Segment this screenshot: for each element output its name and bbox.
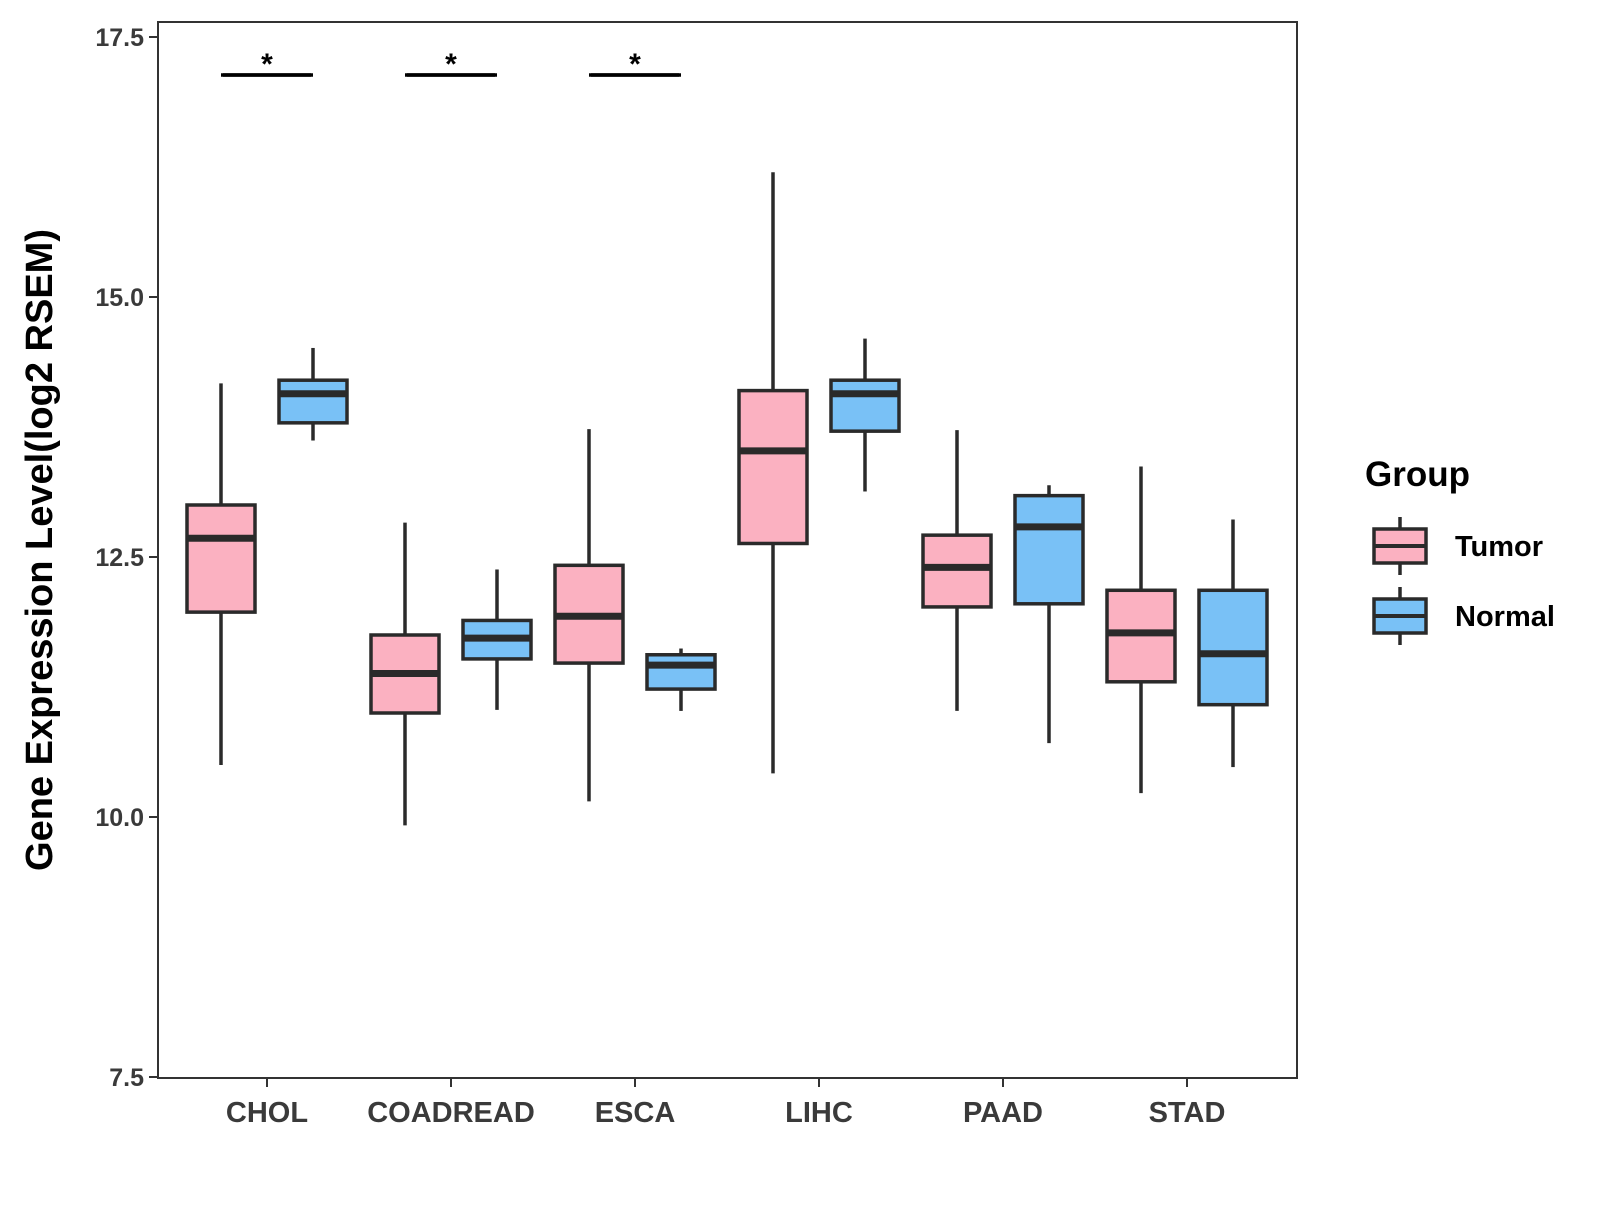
legend-label-normal: Normal xyxy=(1455,601,1555,633)
significance-star-chol: * xyxy=(261,48,273,81)
y-tick-label: 7.5 xyxy=(109,1064,144,1092)
y-tick-label: 12.5 xyxy=(95,544,144,572)
y-tick-label: 10.0 xyxy=(95,804,144,832)
x-tick-label-lihc: LIHC xyxy=(785,1097,853,1129)
y-tick-label: 15.0 xyxy=(95,284,144,312)
x-tick-label-esca: ESCA xyxy=(595,1097,676,1129)
box-normal-paad xyxy=(1013,485,1085,744)
box-tumor-lihc xyxy=(737,172,809,774)
plot-panel-border xyxy=(157,21,1298,1079)
box-body xyxy=(1013,493,1085,606)
box-body xyxy=(1197,588,1269,707)
box-tumor-esca xyxy=(553,429,625,802)
box-normal-chol xyxy=(277,347,349,441)
y-axis-title: Gene Expression Level(log2 RSEM) xyxy=(19,229,61,871)
legend-label-tumor: Tumor xyxy=(1455,531,1543,563)
x-tick-label-coadread: COADREAD xyxy=(367,1097,535,1129)
y-tick-label: 17.5 xyxy=(95,24,144,52)
box-body xyxy=(645,653,717,691)
legend-title: Group xyxy=(1365,455,1470,494)
box-body xyxy=(829,378,901,433)
box-tumor-paad xyxy=(921,430,993,711)
x-tick-label-chol: CHOL xyxy=(226,1097,308,1129)
box-normal-lihc xyxy=(829,338,901,492)
box-tumor-stad xyxy=(1105,466,1177,794)
box-tumor-coadread xyxy=(369,522,441,826)
legend: Group Tumor Normal xyxy=(1365,455,1555,645)
box-layer xyxy=(185,172,1269,826)
box-body xyxy=(185,503,257,614)
axes: 7.5 10.0 12.5 15.0 17.5 CHOL COADREAD ESCA LIHC P… xyxy=(19,24,1225,1129)
plot-panel xyxy=(157,21,1298,1079)
box-normal-esca xyxy=(645,648,717,711)
box-body xyxy=(737,388,809,546)
legend-entry-tumor: Tumor xyxy=(1372,517,1543,575)
significance-star-coadread: * xyxy=(445,48,457,81)
box-normal-coadread xyxy=(461,569,533,710)
significance-layer: * * * xyxy=(221,48,681,81)
box-normal-stad xyxy=(1197,519,1269,768)
box-body xyxy=(921,533,993,609)
x-tick-label-stad: STAD xyxy=(1149,1097,1226,1129)
box-tumor-chol xyxy=(185,383,257,765)
box-body xyxy=(277,378,349,425)
legend-entry-normal: Normal xyxy=(1372,587,1555,645)
x-tick-label-paad: PAAD xyxy=(963,1097,1043,1129)
significance-star-esca: * xyxy=(629,48,641,81)
